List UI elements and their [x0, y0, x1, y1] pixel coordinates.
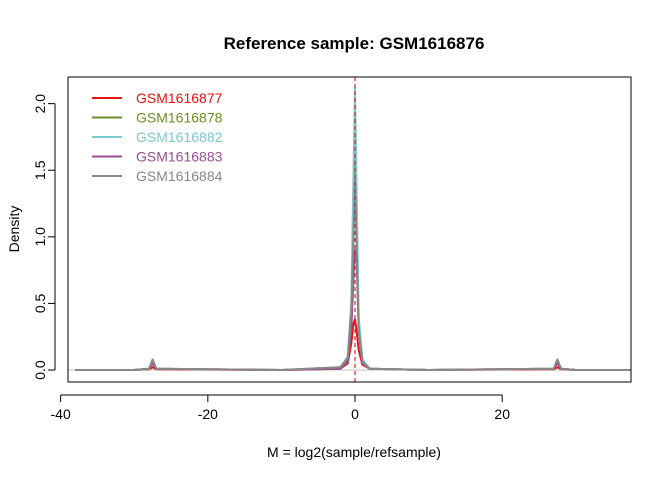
y-tick-label: 1.5	[32, 160, 48, 180]
x-tick-label: -40	[51, 406, 71, 422]
series-line-GSM1616884	[75, 178, 631, 371]
plot-frame	[67, 76, 632, 383]
x-axis-label: M = log2(sample/refsample)	[267, 444, 441, 460]
y-tick-label: 2.0	[32, 94, 48, 114]
y-tick-label: 0.0	[32, 360, 48, 380]
x-tick-label: 20	[494, 406, 510, 422]
chart-title: Reference sample: GSM1616876	[224, 34, 485, 53]
series-line-GSM1616877	[75, 318, 631, 371]
x-tick-label: -20	[198, 406, 218, 422]
y-tick-label: 0.5	[32, 293, 48, 313]
legend-label: GSM1616883	[136, 149, 223, 165]
legend-label: GSM1616882	[136, 129, 223, 145]
legend: GSM1616877 GSM1616878 GSM1616882 GSM1616883…	[92, 90, 223, 184]
legend-label: GSM1616878	[136, 110, 223, 126]
x-tick-label: 0	[351, 406, 359, 422]
legend-label: GSM1616877	[136, 90, 223, 106]
legend-label: GSM1616884	[136, 168, 223, 184]
y-axis-label: Density	[6, 206, 22, 253]
y-tick-label: 1.0	[32, 227, 48, 247]
